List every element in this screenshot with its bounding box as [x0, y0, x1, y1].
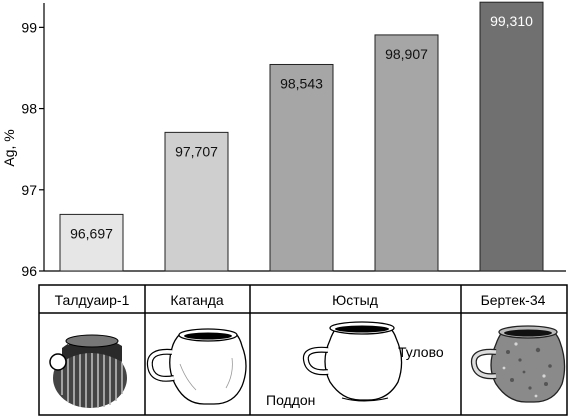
y-tick-label: 98 — [21, 101, 37, 117]
y-axis-label: Ag, % — [1, 129, 17, 166]
bar — [164, 131, 229, 272]
group-label-bertek: Бертек-34 — [481, 292, 546, 308]
annotation-body: Тулово — [398, 344, 444, 360]
annotation-base: Поддон — [266, 392, 315, 408]
bar — [479, 1, 544, 272]
bar — [59, 213, 124, 272]
group-label-taldua: Талдуаир-1 — [55, 292, 130, 308]
y-tick-label: 99 — [21, 19, 37, 35]
bars: 96,697 97,707 98,543 98,907 99,310 — [59, 1, 544, 272]
group-label-katanda: Катанда — [170, 292, 224, 308]
bar-value-label: 99,310 — [490, 13, 533, 29]
bar-value-label: 98,543 — [280, 75, 323, 91]
vessel-ustyd-image — [302, 321, 403, 402]
bar-value-label: 97,707 — [175, 143, 218, 159]
y-tick-label: 97 — [21, 182, 37, 198]
table-border — [38, 284, 568, 416]
vessel-bertek-image — [470, 325, 566, 403]
vessel-taldua-image — [49, 334, 127, 408]
y-axis: 96 97 98 99 — [21, 3, 566, 279]
y-tick-label: 96 — [21, 263, 37, 279]
group-label-ustyd: Юстыд — [332, 292, 378, 308]
bar — [269, 63, 334, 272]
bar-value-label: 98,907 — [385, 46, 428, 62]
bar-value-label: 96,697 — [70, 225, 113, 241]
bar — [374, 34, 439, 272]
vessel-katanda-image — [146, 328, 247, 405]
site-table: Талдуаир-1 Катанда Юстыд Бертек-34 — [38, 284, 568, 416]
